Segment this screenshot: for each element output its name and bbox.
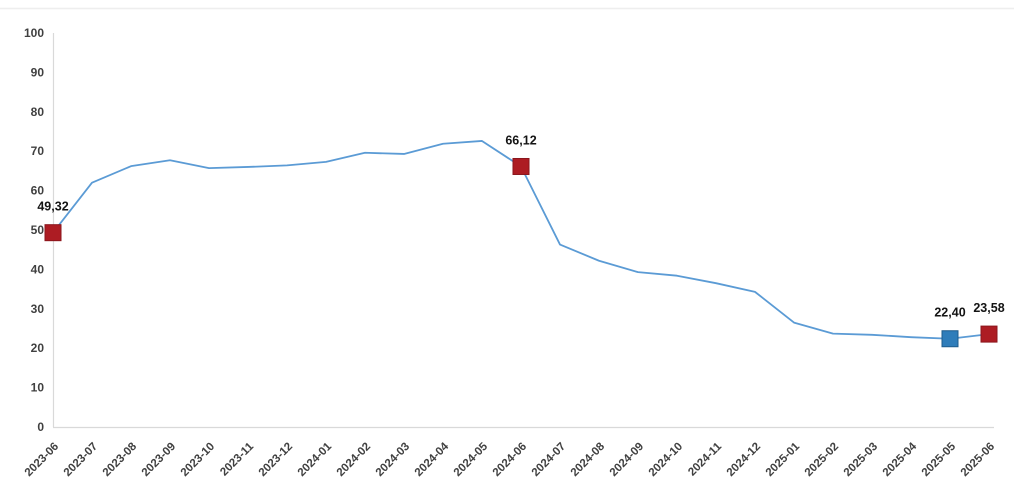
x-axis-tick-label: 2024-12 — [725, 441, 763, 479]
y-axis-tick-label: 20 — [31, 341, 45, 355]
data-point-marker — [980, 325, 998, 343]
x-axis-tick-label: 2023-07 — [62, 441, 100, 479]
y-axis-tick-label: 60 — [31, 184, 45, 198]
x-axis-tick-label: 2024-10 — [647, 441, 685, 479]
x-axis-tick-label: 2023-11 — [218, 440, 256, 478]
x-axis-tick-label: 2024-02 — [335, 441, 373, 479]
y-axis-tick-label: 30 — [31, 302, 45, 316]
x-axis-tick-label: 2025-03 — [842, 441, 880, 479]
x-axis-tick-label: 2024-01 — [296, 440, 335, 479]
x-axis-tick-label: 2024-03 — [374, 441, 412, 479]
y-axis-tick-label: 100 — [24, 26, 44, 40]
y-axis-tick-label: 40 — [31, 262, 45, 276]
x-axis-tick-label: 2025-01 — [764, 440, 803, 479]
x-axis-tick-label: 2025-06 — [959, 441, 997, 479]
x-axis-tick-label: 2023-10 — [179, 441, 217, 479]
x-axis-tick-label: 2025-05 — [920, 440, 959, 479]
data-point-label: 23,58 — [973, 301, 1004, 315]
y-axis-tick-label: 0 — [37, 420, 44, 434]
x-axis-tick-label: 2023-08 — [101, 440, 140, 479]
x-axis-tick-label: 2024-05 — [452, 440, 491, 479]
data-point-label: 22,40 — [934, 306, 965, 320]
y-axis-tick-label: 70 — [31, 144, 45, 158]
x-axis-tick-label: 2024-08 — [569, 440, 608, 479]
data-point-label: 66,12 — [505, 133, 536, 147]
x-axis-tick-label: 2023-09 — [140, 441, 178, 479]
x-axis-tick-label: 2023-12 — [257, 441, 295, 479]
data-point-marker — [512, 157, 530, 175]
y-axis-tick-label: 10 — [31, 381, 45, 395]
data-point-label: 49,32 — [37, 200, 68, 214]
x-axis-tick-label: 2024-09 — [608, 441, 646, 479]
x-axis-tick-label: 2024-06 — [491, 441, 529, 479]
x-axis-tick-label: 2025-02 — [803, 441, 841, 479]
y-axis-tick-label: 80 — [31, 105, 45, 119]
x-axis-tick-label: 2023-06 — [23, 441, 61, 479]
x-axis-tick-label: 2025-04 — [881, 440, 920, 479]
x-axis-tick-label: 2024-04 — [413, 440, 452, 479]
x-axis-tick-label: 2024-07 — [530, 441, 568, 479]
x-axis-tick-label: 2024-11 — [686, 440, 724, 478]
y-axis-tick-label: 50 — [31, 223, 45, 237]
data-point-marker — [44, 224, 62, 242]
data-point-marker — [941, 330, 959, 348]
y-axis-tick-label: 90 — [31, 65, 45, 79]
